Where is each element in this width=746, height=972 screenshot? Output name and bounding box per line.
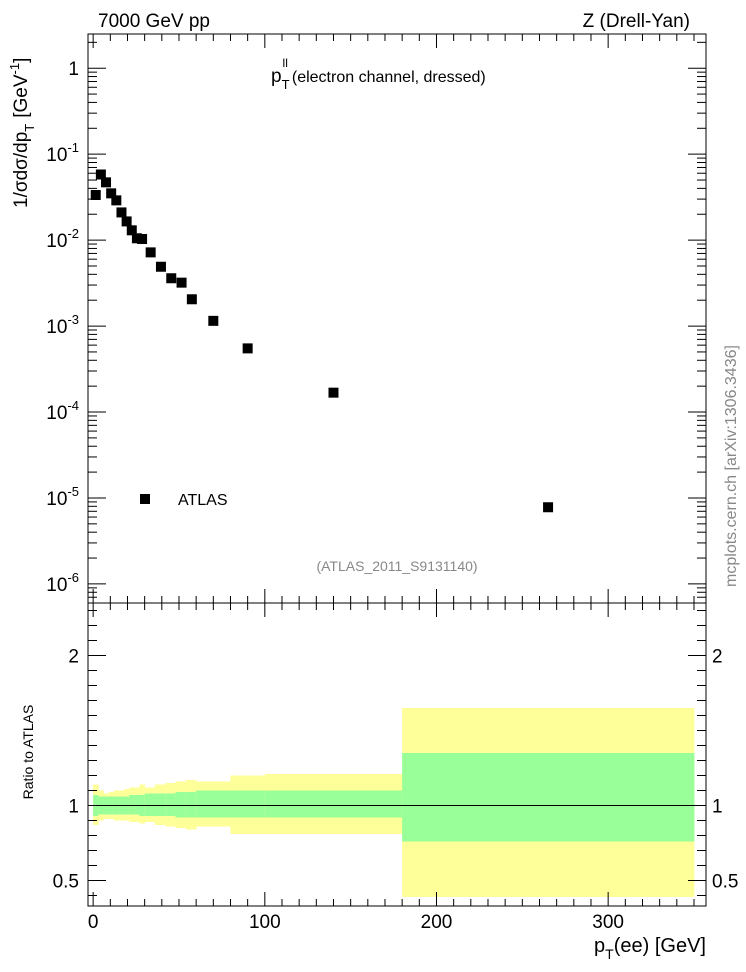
ratio-ytick-label-right-1: 1 xyxy=(712,797,723,818)
data-point-17 xyxy=(328,387,339,398)
data-point-15 xyxy=(208,315,219,326)
ratio-inner-band-11 xyxy=(154,793,166,816)
main-ytick-label-0: 10-6 xyxy=(46,570,79,596)
ratio-ytick-label-left-1: 1 xyxy=(68,797,79,818)
data-point-11 xyxy=(155,261,166,272)
main-ytick-label-2: 10-4 xyxy=(46,398,79,424)
ratio-inner-band-18 xyxy=(402,753,695,842)
data-point-4 xyxy=(111,195,122,206)
title-sub: T xyxy=(282,77,290,92)
ratio-inner-band-14 xyxy=(185,792,197,818)
title-main: p xyxy=(271,66,282,87)
data-point-5 xyxy=(116,207,127,218)
data-point-18 xyxy=(543,502,554,513)
ratio-ytick-label-left-0: 0.5 xyxy=(53,872,79,893)
xtick-label-3: 300 xyxy=(592,912,624,933)
ylabel-part-1: T xyxy=(22,124,37,132)
xaxis-label: pT(ee) [GeV] xyxy=(594,935,706,962)
ylabel-part-3: -1 xyxy=(7,63,22,75)
data-point-6 xyxy=(121,216,132,227)
ratio-inner-band-16 xyxy=(230,790,266,818)
ratio-inner-band-8 xyxy=(134,795,140,815)
data-point-2 xyxy=(101,177,112,188)
main-ytick-label-1: 10-5 xyxy=(46,484,79,510)
ratio-inner-band-17 xyxy=(264,790,403,818)
xtick-label-0: 0 xyxy=(88,912,99,933)
data-point-7 xyxy=(126,225,137,236)
ratio-ytick-label-right-2: 2 xyxy=(712,647,723,668)
main-plot-frame xyxy=(87,33,707,604)
main-ytick-label-3: 10-3 xyxy=(46,312,79,338)
data-point-1 xyxy=(95,169,106,180)
data-point-16 xyxy=(242,343,253,354)
ratio-inner-band-15 xyxy=(196,790,231,818)
data-point-10 xyxy=(145,247,156,258)
data-point-3 xyxy=(106,188,117,199)
source-label: mcplots.cern.ch [arXiv:1306.3436] xyxy=(723,345,740,587)
data-point-9 xyxy=(137,234,148,245)
header-right-label: Z (Drell-Yan) xyxy=(583,11,690,32)
legend-label-atlas: ATLAS xyxy=(178,492,228,509)
xlabel-rest: (ee) [GeV] xyxy=(614,935,706,957)
main-ytick-label-5: 10-1 xyxy=(46,140,79,166)
xtick-label-2: 200 xyxy=(421,912,453,933)
xlabel-sub: T xyxy=(605,946,614,962)
title-sup: ll xyxy=(283,56,288,70)
main-plot-title: pTll (electron channel, dressed) xyxy=(271,56,486,92)
ratio-ytick-label-right-0: 0.5 xyxy=(712,872,738,893)
title-rest: (electron channel, dressed) xyxy=(292,69,486,86)
analysis-label: (ATLAS_2011_S9131140) xyxy=(316,558,477,574)
ylabel-part-4: ] xyxy=(11,58,32,63)
ratio-ylabel: Ratio to ATLAS xyxy=(20,705,36,800)
ratio-inner-band-12 xyxy=(165,793,176,816)
data-point-12 xyxy=(166,273,177,284)
ratio-inner-band-13 xyxy=(175,792,187,818)
ratio-plot-frame xyxy=(87,602,707,907)
data-point-0 xyxy=(90,189,101,200)
main-ytick-label-6: 1 xyxy=(68,59,79,80)
ylabel-part-2: [GeV xyxy=(11,74,32,118)
header-left-label: 7000 GeV pp xyxy=(98,11,210,32)
xlabel-main: p xyxy=(594,935,605,957)
data-point-14 xyxy=(186,294,197,305)
data-point-13 xyxy=(176,277,187,288)
data-point-8 xyxy=(131,233,142,244)
ratio-inner-band-7 xyxy=(129,795,135,815)
xtick-label-1: 100 xyxy=(249,912,281,933)
ratio-ytick-label-left-2: 2 xyxy=(68,647,79,668)
ratio-inner-band-10 xyxy=(144,793,156,816)
main-ytick-label-4: 10-2 xyxy=(46,226,79,252)
chart-marks: 10-6 10-5 10-4 10-3 10-2 10-1 1 0 100 200 300 0.5 0.… xyxy=(46,33,738,933)
main-plot-ylabel: 1/σdσ/dpT [GeV-1] xyxy=(7,58,37,208)
ylabel-part-0: 1/σdσ/dp xyxy=(11,132,32,208)
legend-marker xyxy=(140,494,150,504)
